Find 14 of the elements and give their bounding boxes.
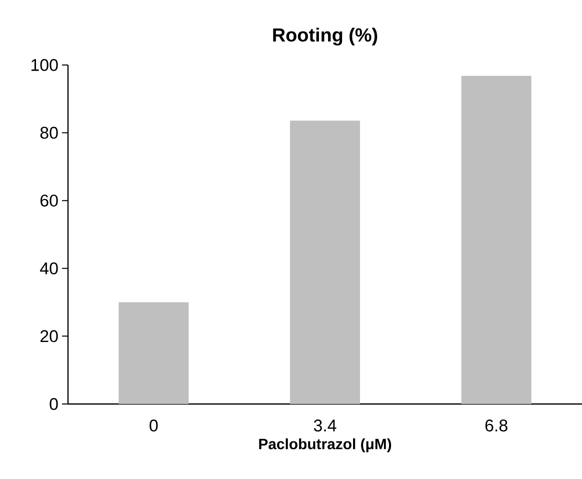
y-tick-label: 20 (40, 330, 58, 342)
y-tick-label: 80 (40, 126, 58, 139)
bar (290, 120, 360, 404)
x-tick-label: 0 (150, 420, 158, 432)
bar (118, 302, 189, 404)
y-tick-label: 100 (32, 58, 58, 71)
bar (461, 76, 532, 404)
y-tick-label: 0 (50, 398, 58, 410)
x-axis-title: Paclobutrazol (μM) (259, 438, 392, 452)
x-tick-label: 3.4 (314, 420, 336, 432)
x-tick-label: 6.8 (485, 420, 508, 432)
y-tick-label: 40 (40, 262, 58, 274)
y-tick-label: 60 (40, 194, 58, 207)
chart-title: Rooting (%) (273, 28, 378, 46)
